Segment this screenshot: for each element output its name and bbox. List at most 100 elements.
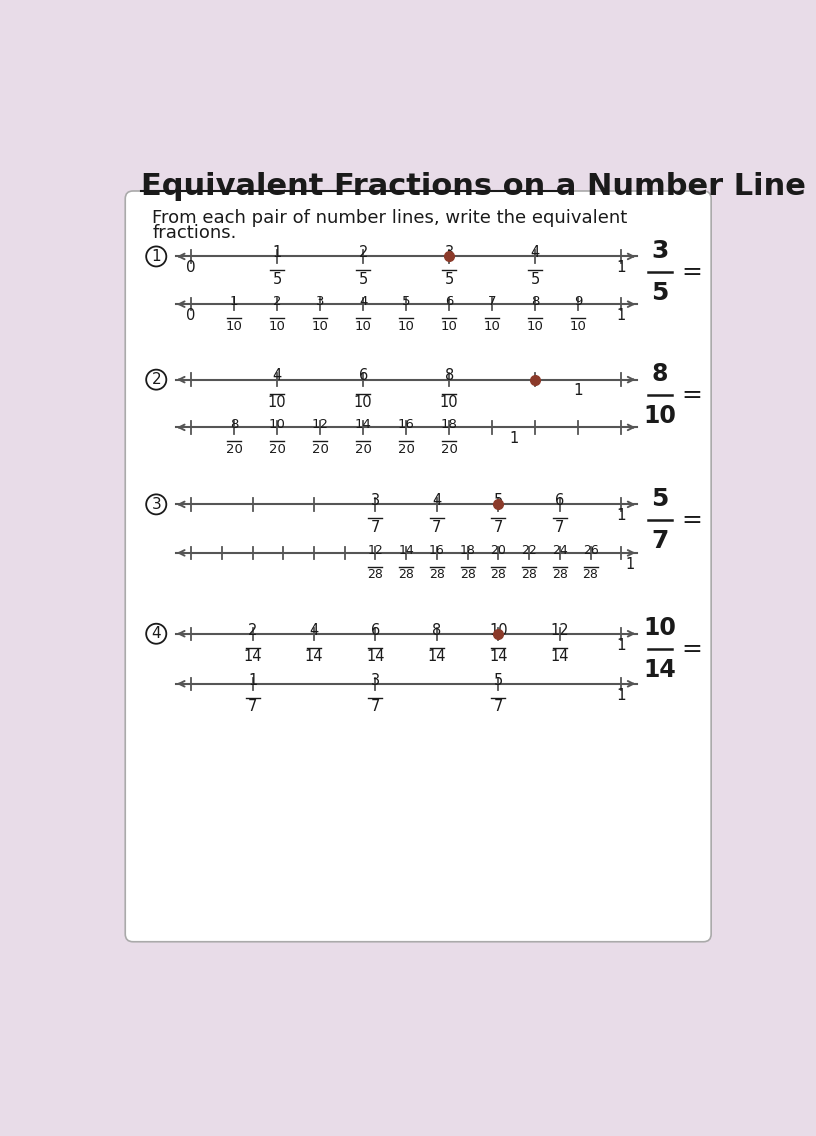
Text: 3: 3 [316,295,325,308]
Text: 1: 1 [616,637,626,652]
Text: 2: 2 [248,623,257,637]
Text: 6: 6 [445,295,454,308]
Text: 14: 14 [551,649,569,665]
Text: 10: 10 [440,395,459,410]
Text: 28: 28 [398,568,415,582]
Text: 10: 10 [226,319,242,333]
Text: 1: 1 [616,687,626,703]
Text: 14: 14 [398,544,414,557]
Text: 20: 20 [268,443,286,456]
Text: 8: 8 [652,361,668,386]
Text: =: = [681,508,703,532]
Text: 22: 22 [521,544,537,557]
Text: 20: 20 [490,544,506,557]
Text: 12: 12 [367,544,384,557]
Text: 1: 1 [273,245,282,260]
Text: =: = [681,383,703,407]
Text: 10: 10 [644,616,676,640]
Circle shape [146,494,166,515]
Text: 8: 8 [445,368,454,384]
Text: 26: 26 [583,544,598,557]
Text: From each pair of number lines, write the equivalent: From each pair of number lines, write th… [153,209,628,227]
Text: 3: 3 [152,496,161,512]
Text: 5: 5 [494,493,503,508]
Text: 2: 2 [358,245,368,260]
Text: 28: 28 [490,568,506,582]
Text: 10: 10 [268,319,286,333]
Text: 14: 14 [489,649,508,665]
Text: 5: 5 [273,272,282,286]
Text: 2: 2 [152,373,161,387]
Text: 10: 10 [355,319,371,333]
Text: 20: 20 [312,443,329,456]
Text: 12: 12 [312,418,329,432]
Text: 7: 7 [248,699,257,715]
Text: 1: 1 [248,673,257,687]
Text: 1: 1 [616,260,626,275]
Text: 28: 28 [521,568,537,582]
Text: 7: 7 [494,520,503,535]
Text: 7: 7 [488,295,496,308]
Text: 3: 3 [445,245,454,260]
Text: 10: 10 [484,319,501,333]
Text: 28: 28 [459,568,476,582]
Text: 10: 10 [489,623,508,637]
Text: 5: 5 [494,673,503,687]
Text: 3: 3 [371,493,380,508]
Text: 2: 2 [273,295,282,308]
Text: =: = [681,637,703,661]
Text: 12: 12 [551,623,569,637]
Text: 10: 10 [397,319,415,333]
Text: 4: 4 [432,493,441,508]
Text: 7: 7 [494,699,503,715]
Text: 9: 9 [574,295,583,308]
Text: 5: 5 [530,272,540,286]
Text: 4: 4 [273,368,282,384]
Text: 28: 28 [367,568,384,582]
Text: 5: 5 [358,272,368,286]
Text: 5: 5 [402,295,410,308]
Text: 8: 8 [432,623,441,637]
Text: 1: 1 [230,295,238,308]
Text: 28: 28 [552,568,568,582]
FancyBboxPatch shape [125,191,712,942]
Text: 3: 3 [371,673,380,687]
Text: 10: 10 [312,319,329,333]
Text: 28: 28 [583,568,598,582]
Text: 7: 7 [370,699,380,715]
Text: 10: 10 [268,418,286,432]
Text: 1: 1 [152,249,161,264]
Text: 14: 14 [355,418,371,432]
Text: 10: 10 [570,319,587,333]
Text: 7: 7 [555,520,565,535]
Text: 3: 3 [651,239,668,262]
Circle shape [146,247,166,267]
Text: 4: 4 [359,295,367,308]
Text: 14: 14 [428,649,446,665]
Text: 20: 20 [397,443,415,456]
Text: 0: 0 [186,308,196,323]
Text: 6: 6 [358,368,368,384]
Text: 1: 1 [626,557,635,571]
Text: 14: 14 [243,649,262,665]
Text: 0: 0 [186,260,196,275]
Text: 14: 14 [644,659,676,683]
Text: 10: 10 [527,319,543,333]
Text: 7: 7 [432,520,441,535]
Text: 28: 28 [429,568,445,582]
Text: 16: 16 [429,544,445,557]
Text: 1: 1 [617,308,626,323]
Text: 20: 20 [355,443,371,456]
Text: 20: 20 [226,443,242,456]
Text: 10: 10 [644,404,676,428]
Circle shape [146,369,166,390]
Text: 1: 1 [616,508,626,524]
Text: 7: 7 [370,520,380,535]
Text: 1: 1 [574,384,583,399]
Text: 6: 6 [370,623,380,637]
Text: =: = [681,260,703,284]
Text: 7: 7 [651,529,668,553]
Text: 18: 18 [459,544,476,557]
Text: 8: 8 [230,418,238,432]
Text: 18: 18 [441,418,458,432]
